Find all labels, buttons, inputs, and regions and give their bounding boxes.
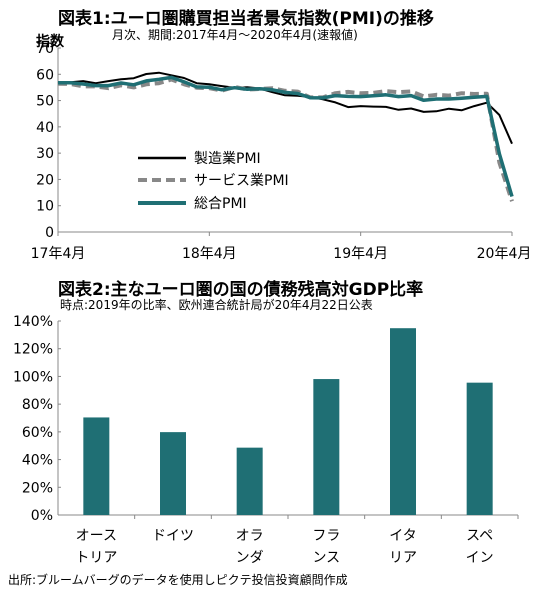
chart2-y-tick-label: 20% xyxy=(22,480,53,496)
chart1-y-tick-label: 30 xyxy=(36,146,54,162)
chart1-legend-label: サービス業PMI xyxy=(194,173,289,189)
chart2-category-label: イン xyxy=(466,550,494,566)
chart2-category-label: イタ xyxy=(389,528,416,544)
chart1-y-tick-label: 0 xyxy=(45,225,54,241)
chart1-legend-label: 製造業PMI xyxy=(194,151,261,167)
chart2-bar xyxy=(83,417,110,515)
chart2-bar xyxy=(390,328,416,515)
chart1-legend-label: 総合PMI xyxy=(194,196,247,212)
chart2-category-label: トリア xyxy=(75,550,117,566)
chart2-y-tick-label: 60% xyxy=(22,425,53,441)
chart2-category-label: ドイツ xyxy=(152,528,194,544)
chart2-category-label: リア xyxy=(389,550,417,566)
chart1-series-line-1 xyxy=(57,71,513,145)
chart2-category-label: ンス xyxy=(312,550,340,566)
chart2-bar xyxy=(466,382,493,515)
chart2-bar xyxy=(313,379,340,515)
source-note: 出所:ブルームバーグのデータを使用しピクテ投信投資顧問作成 xyxy=(8,573,348,587)
chart2-y-tick-label: 80% xyxy=(22,397,53,413)
chart1-y-tick-label: 40 xyxy=(36,120,54,136)
chart1-x-tick-label: 18年4月 xyxy=(182,246,237,262)
chart2-y-tick-label: 0% xyxy=(31,508,53,524)
chart1-title: 図表1:ユーロ圏購買担当者景気指数(PMI)の推移 xyxy=(58,9,434,29)
pmi-line-chart: 指数 0 10 20 30 40 50 60 70 17年4月 18年4月 19年4月 20年4月 製造業… xyxy=(31,33,532,262)
chart1-series-line-3 xyxy=(58,75,514,197)
chart2-category-label: フラ xyxy=(312,528,340,544)
chart1-y-axis-label: 指数 xyxy=(36,33,65,50)
chart2-category-label: ンダ xyxy=(236,550,264,566)
chart1-x-tick-label: 19年4月 xyxy=(333,246,388,262)
chart2-title: 図表2:主なユーロ圏の国の債務残高対GDP比率 xyxy=(58,280,424,300)
chart1-y-tick-label: 70 xyxy=(36,41,54,57)
chart2-y-tick-label: 100% xyxy=(13,369,53,385)
chart2-y-tick-label: 140% xyxy=(13,314,53,330)
chart2-y-tick-label: 120% xyxy=(13,342,53,358)
chart2-category-label: オラ xyxy=(236,528,264,544)
chart2-y-tick-label: 40% xyxy=(22,453,53,469)
chart2-bar xyxy=(236,447,263,515)
chart1-subtitle: 月次、期間:2017年4月〜2020年4月(速報値) xyxy=(112,28,358,42)
chart1-y-tick-label: 10 xyxy=(36,199,54,215)
chart2-bar xyxy=(160,432,186,515)
chart1-y-tick-label: 20 xyxy=(36,172,54,188)
chart1-y-tick-label: 60 xyxy=(36,67,54,83)
chart2-category-label: オース xyxy=(76,528,117,544)
chart2-category-label: スペ xyxy=(466,528,493,544)
chart1-x-tick-label: 20年4月 xyxy=(477,246,532,262)
chart2-subtitle: 時点:2019年の比率、欧州連合統計局が20年4月22日公表 xyxy=(60,298,373,312)
chart1-x-tick-label: 17年4月 xyxy=(31,246,86,262)
chart1-y-tick-label: 50 xyxy=(36,94,54,110)
